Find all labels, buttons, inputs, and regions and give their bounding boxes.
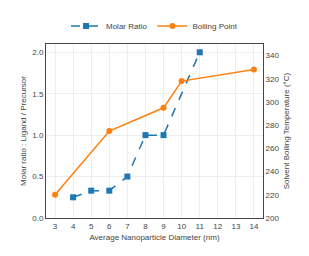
- svg-text:Average Nanoparticle Diameter: Average Nanoparticle Diameter (nm): [89, 233, 219, 242]
- svg-text:2.0: 2.0: [32, 48, 44, 57]
- svg-text:340: 340: [266, 51, 280, 60]
- svg-text:0.5: 0.5: [32, 172, 44, 181]
- svg-text:12: 12: [213, 222, 222, 231]
- svg-text:280: 280: [266, 121, 280, 130]
- svg-text:1.0: 1.0: [32, 131, 44, 140]
- svg-text:1.5: 1.5: [32, 90, 44, 99]
- svg-text:Molar ratio : Ligand / Precurs: Molar ratio : Ligand / Precursor: [19, 76, 28, 186]
- svg-text:10: 10: [177, 222, 186, 231]
- svg-text:260: 260: [266, 144, 280, 153]
- svg-text:5: 5: [89, 222, 94, 231]
- svg-text:220: 220: [266, 191, 280, 200]
- svg-text:8: 8: [143, 222, 148, 231]
- svg-text:7: 7: [125, 222, 130, 231]
- svg-text:14: 14: [250, 222, 259, 231]
- svg-text:9: 9: [161, 222, 166, 231]
- svg-text:3: 3: [53, 222, 58, 231]
- svg-text:6: 6: [107, 222, 112, 231]
- svg-text:320: 320: [266, 75, 280, 84]
- svg-text:0.0: 0.0: [32, 214, 44, 223]
- svg-text:200: 200: [266, 214, 280, 223]
- svg-text:300: 300: [266, 98, 280, 107]
- svg-text:11: 11: [196, 222, 205, 231]
- svg-text:240: 240: [266, 167, 280, 176]
- svg-text:Molar Ratio: Molar Ratio: [106, 22, 147, 31]
- svg-text:4: 4: [71, 222, 76, 231]
- svg-text:Boiling Point: Boiling Point: [192, 22, 237, 31]
- svg-text:Solvent Boiling Temperature (°: Solvent Boiling Temperature (°C): [282, 72, 291, 189]
- svg-text:13: 13: [231, 222, 240, 231]
